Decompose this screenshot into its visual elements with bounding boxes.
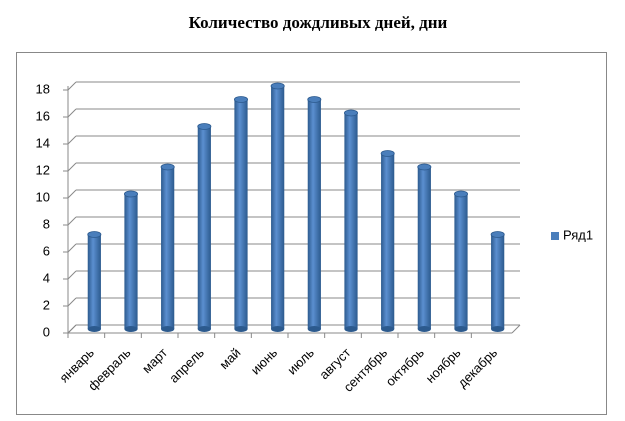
chart-border bbox=[16, 52, 607, 415]
grid-depth bbox=[67, 162, 77, 172]
cylinder-body bbox=[381, 153, 395, 329]
cylinder-bottom bbox=[271, 326, 285, 332]
y-tick-label: 10 bbox=[36, 189, 50, 204]
bar bbox=[380, 150, 395, 332]
cylinder-bottom bbox=[124, 326, 138, 332]
bar bbox=[197, 123, 212, 332]
bar bbox=[270, 82, 285, 332]
x-tick-label: июль bbox=[284, 345, 317, 378]
y-tick-label: 12 bbox=[36, 162, 50, 177]
cylinder-bottom bbox=[161, 326, 175, 332]
y-tick-label: 18 bbox=[36, 81, 50, 96]
x-tick-label: декабрь bbox=[455, 345, 501, 391]
cylinder-bottom bbox=[344, 326, 358, 332]
grid-depth bbox=[67, 243, 77, 253]
y-tick-label: 6 bbox=[43, 243, 50, 258]
cylinder-top bbox=[160, 163, 175, 171]
bar bbox=[307, 96, 322, 332]
cylinder-top bbox=[233, 96, 248, 103]
cylinder-bottom bbox=[417, 326, 431, 332]
bar bbox=[490, 231, 505, 332]
bar bbox=[160, 163, 175, 332]
cylinder-top bbox=[490, 231, 505, 238]
cylinder-top bbox=[380, 150, 395, 157]
cylinder-body bbox=[161, 167, 175, 329]
cylinder-top bbox=[343, 109, 358, 117]
x-axis-depth bbox=[511, 324, 521, 334]
cylinder-bottom bbox=[491, 326, 505, 332]
grid-depth bbox=[67, 216, 77, 226]
y-tick-label: 16 bbox=[36, 108, 50, 123]
bar bbox=[124, 190, 139, 332]
cylinder-top bbox=[453, 190, 468, 198]
cylinder-bottom bbox=[454, 326, 468, 332]
cylinder-bottom bbox=[87, 326, 101, 332]
cylinder-top bbox=[124, 190, 139, 198]
y-tick-label: 14 bbox=[36, 135, 50, 150]
grid-depth bbox=[67, 135, 77, 145]
y-tick-label: 8 bbox=[43, 216, 50, 231]
bar bbox=[233, 96, 248, 332]
x-tick-label: апрель bbox=[166, 345, 207, 386]
bar bbox=[453, 190, 468, 332]
cylinder-top bbox=[87, 231, 102, 238]
cylinder-top bbox=[307, 96, 322, 103]
grid-depth bbox=[67, 189, 77, 199]
y-tick-label: 4 bbox=[43, 270, 50, 285]
y-tick-label: 2 bbox=[43, 297, 50, 312]
grid-depth bbox=[67, 297, 77, 307]
bar bbox=[417, 163, 432, 332]
cylinder-body bbox=[234, 99, 248, 329]
cylinder-top bbox=[417, 163, 432, 171]
bar bbox=[87, 231, 102, 332]
grid-depth bbox=[67, 324, 77, 334]
cylinder-body bbox=[344, 113, 358, 329]
cylinder-body bbox=[124, 194, 138, 329]
cylinder-body bbox=[307, 99, 321, 329]
cylinder-bottom bbox=[307, 326, 321, 332]
bar bbox=[343, 109, 358, 332]
x-tick-label: март bbox=[139, 345, 170, 376]
cylinder-bottom bbox=[381, 326, 395, 332]
cylinder-body bbox=[87, 234, 101, 329]
cylinder-body bbox=[491, 234, 505, 329]
legend-swatch bbox=[551, 232, 559, 240]
cylinder-body bbox=[454, 194, 468, 329]
cylinder-top bbox=[270, 82, 285, 90]
x-tick-label: июнь bbox=[248, 345, 281, 378]
x-tick-label: октябрь bbox=[383, 345, 427, 389]
grid-depth bbox=[67, 108, 77, 118]
chart-title: Количество дождливых дней, дни bbox=[189, 13, 448, 32]
grid-depth bbox=[67, 81, 77, 91]
cylinder-body bbox=[417, 167, 431, 329]
y-tick-label: 0 bbox=[43, 324, 50, 339]
cylinder-bottom bbox=[197, 326, 211, 332]
legend-label: Ряд1 bbox=[563, 227, 593, 242]
cylinder-top bbox=[197, 123, 212, 130]
cylinder-body bbox=[271, 86, 285, 329]
cylinder-body bbox=[197, 126, 211, 329]
x-tick-label: май bbox=[216, 345, 243, 372]
grid-depth bbox=[67, 270, 77, 280]
cylinder-bottom bbox=[234, 326, 248, 332]
